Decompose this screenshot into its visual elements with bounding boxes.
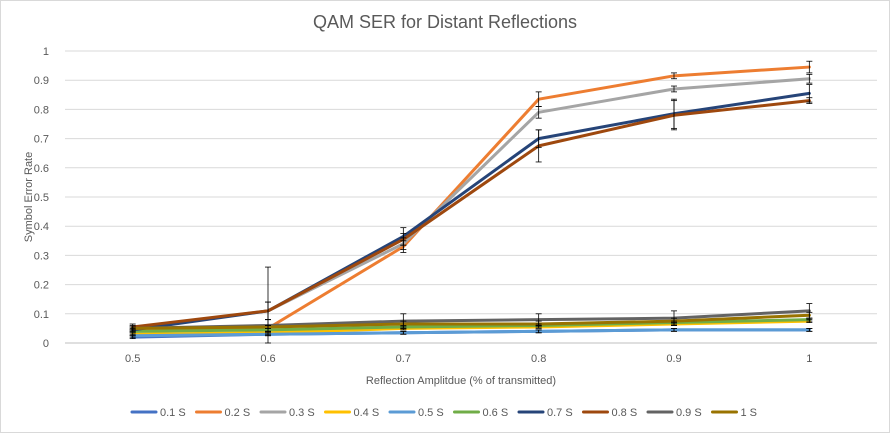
series-lines [131, 65, 811, 339]
legend-label: 0.8 S [612, 407, 638, 419]
y-tick-label: 0.9 [34, 75, 49, 87]
legend-label: 1 S [741, 407, 758, 419]
y-tick-label: 0.7 [34, 134, 49, 146]
y-tick-label: 0.3 [34, 250, 49, 262]
chart-title: QAM SER for Distant Reflections [313, 12, 577, 32]
legend-label: 0.2 S [225, 407, 251, 419]
legend-label: 0.5 S [418, 407, 444, 419]
x-tick-label: 1 [806, 353, 812, 365]
series-line [131, 313, 811, 330]
x-tick-label: 0.6 [260, 353, 275, 365]
y-tick-label: 0 [43, 338, 49, 350]
y-tick-label: 0.1 [34, 309, 49, 321]
series-line [131, 99, 811, 329]
y-tick-label: 1 [43, 46, 49, 58]
series-line [131, 318, 811, 333]
legend-label: 0.3 S [289, 407, 315, 419]
x-axis-title: Reflection Amplitdue (% of transmitted) [366, 375, 556, 387]
x-tick-label: 0.8 [531, 353, 546, 365]
x-tick-label: 0.5 [125, 353, 140, 365]
legend-label: 0.9 S [676, 407, 702, 419]
legend-label: 0.1 S [160, 407, 186, 419]
legend: 0.1 S 0.2 S 0.3 S 0.4 S 0.5 S 0.6 S 0.7 S 0.8 S… [130, 407, 758, 419]
y-tick-label: 0.5 [34, 192, 49, 204]
series-line [131, 91, 811, 332]
y-axis-title: Symbol Error Rate [23, 152, 35, 242]
series-line [131, 77, 811, 330]
y-tick-label: 0.8 [34, 104, 49, 116]
legend-label: 0.7 S [547, 407, 573, 419]
series-line [131, 65, 811, 330]
x-tick-label: 0.9 [666, 353, 681, 365]
legend-label: 0.4 S [354, 407, 380, 419]
y-axis-ticks: 0 0.1 0.2 0.3 0.4 0.5 0.6 0.7 0.8 0.9 1 [34, 46, 49, 350]
x-axis-ticks: 0.5 0.6 0.7 0.8 0.9 1 [125, 353, 812, 365]
error-bars [129, 60, 813, 344]
gridlines [65, 50, 877, 344]
series-line [131, 328, 811, 338]
x-tick-label: 0.7 [396, 353, 411, 365]
legend-label: 0.6 S [483, 407, 509, 419]
y-tick-label: 0.4 [34, 221, 49, 233]
y-tick-label: 0.2 [34, 280, 49, 292]
y-tick-label: 0.6 [34, 163, 49, 175]
